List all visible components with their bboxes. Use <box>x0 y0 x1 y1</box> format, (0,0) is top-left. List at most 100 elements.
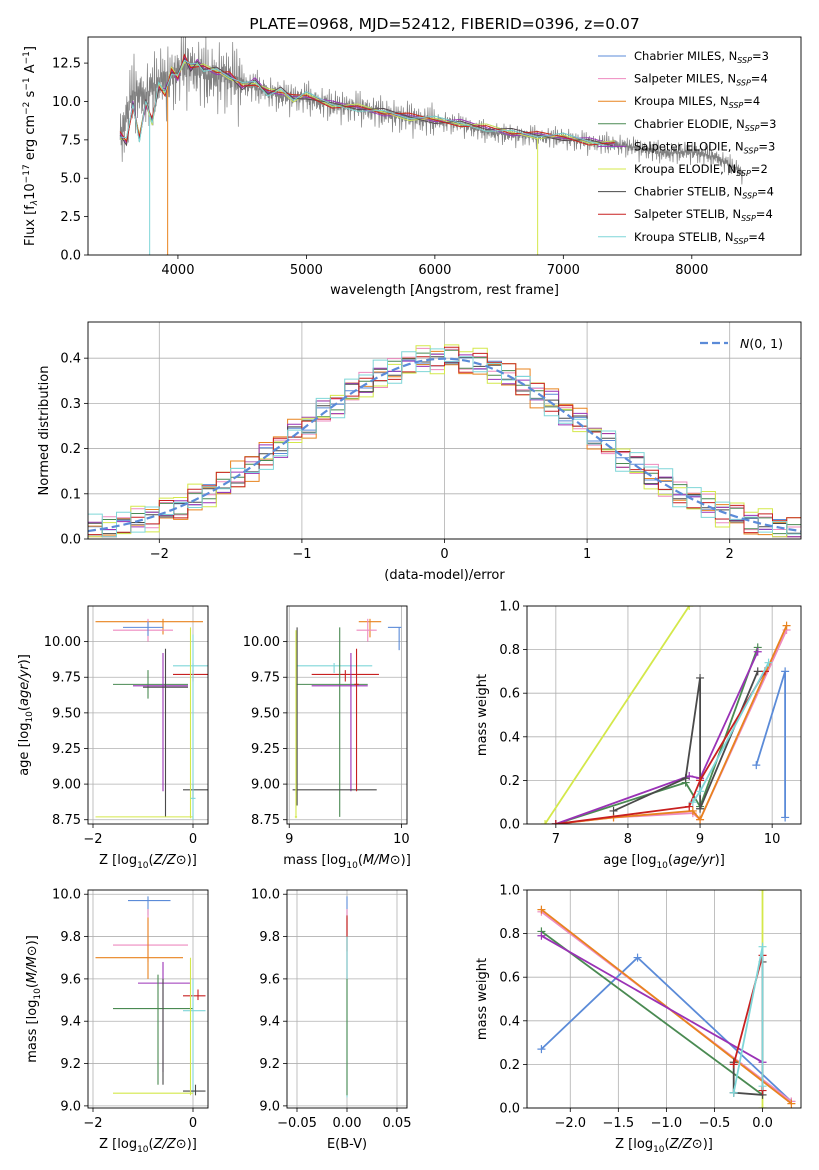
x-tick-label: 0 <box>189 832 197 847</box>
legend-sub: SSP <box>736 169 751 178</box>
y-tick-label: 9.25 <box>251 742 280 757</box>
y-tick-label: 10.00 <box>243 635 280 650</box>
y-axis-label: mass weight <box>475 674 490 756</box>
legend-n: 4 <box>767 185 774 199</box>
plot-area <box>527 606 801 824</box>
legend-entry: N(0, 1) <box>740 336 783 351</box>
label-part: ( <box>149 853 154 868</box>
weight-marker <box>781 667 790 676</box>
legend-sep: , N <box>718 230 734 244</box>
legend-eq: = <box>748 230 758 244</box>
plot-area <box>527 890 801 1108</box>
y-tick-label: 10.0 <box>52 95 81 110</box>
weight-line-salpeter-stelib <box>555 670 766 824</box>
legend-entry: Chabrier STELIB, NSSP=4 <box>634 185 774 201</box>
y-tick-label: 0.2 <box>499 774 520 789</box>
y-tick-label: 0.6 <box>499 971 520 986</box>
axes-frame <box>87 889 209 1109</box>
legend-entry: Salpeter ELODIE, NSSP=3 <box>634 139 775 155</box>
y-tick-label: 9.2 <box>60 1057 81 1072</box>
axes-frame <box>526 605 802 825</box>
y-tick-label: 0.8 <box>499 927 520 942</box>
plot-area <box>287 606 407 824</box>
errorbar-point <box>356 618 377 642</box>
label-part: age [log <box>17 723 32 776</box>
legend-entry: Kroupa ELODIE, NSSP=2 <box>634 162 768 178</box>
x-tick-label: 2 <box>726 547 734 562</box>
y-label-part: erg cm <box>23 115 38 164</box>
plot-marks <box>119 37 744 255</box>
label-italic: Z/Z⊙ <box>153 1137 187 1152</box>
x-tick-label: 5000 <box>290 263 323 278</box>
y-tick-label: 9.50 <box>251 706 280 721</box>
x-tick-label: 0.05 <box>383 1116 412 1131</box>
y-label-part: −2 <box>22 102 32 115</box>
weight-marker <box>537 905 546 914</box>
y-tick-label: 8.75 <box>52 813 81 828</box>
weight-marker <box>685 606 694 610</box>
y-tick-label: 0.0 <box>499 1102 520 1117</box>
legend-eq: = <box>743 94 753 108</box>
legend-model: Salpeter STELIB <box>634 207 725 221</box>
label-sub: 10 <box>346 861 358 871</box>
x-tick-label: 10 <box>764 832 781 847</box>
label-sub: 10 <box>137 1145 149 1155</box>
y-tick-label: 2.5 <box>60 210 81 225</box>
plot-marks <box>95 618 208 820</box>
weight-marker <box>696 804 705 813</box>
legend-model: Salpeter ELODIE <box>634 139 728 153</box>
x-tick-label: −2 <box>150 547 169 562</box>
y-tick-label: 0.0 <box>499 818 520 833</box>
y-tick-label: 0.3 <box>60 397 81 412</box>
label-part: ( <box>665 1137 670 1152</box>
x-axis-label: Z [log10(Z/Z⊙)] <box>99 853 197 871</box>
axes-weight_vs_age: 7 8 9 10 0.0 0.2 0.4 0.6 0.8 1.0 mass weight age [l… <box>475 600 802 871</box>
y-tick-label: 9.4 <box>60 1015 81 1030</box>
label-part: )] <box>715 853 725 868</box>
legend-sub: SSP <box>736 79 751 88</box>
legend-sep: , N <box>721 49 737 63</box>
weight-marker <box>609 806 618 815</box>
errorbar-point <box>358 618 382 638</box>
y-tick-label: 0.4 <box>60 352 81 367</box>
errorbar-point <box>190 634 196 820</box>
axes-frame <box>87 321 802 540</box>
label-italic: Z/Z⊙ <box>669 1137 703 1152</box>
x-tick-label: −2.0 <box>554 1116 586 1131</box>
legend-eq: = <box>751 72 761 86</box>
label-part: )] <box>17 654 32 664</box>
x-tick-label: 0.00 <box>333 1116 362 1131</box>
weight-marker <box>753 647 762 656</box>
y-tick-label: 9.4 <box>259 1015 280 1030</box>
legend-entry: Salpeter STELIB, NSSP=4 <box>634 207 773 223</box>
x-tick-label: 1 <box>583 547 591 562</box>
y-tick-label: 9.00 <box>251 778 280 793</box>
errorbar-point <box>183 1084 206 1096</box>
normal-curve <box>88 357 801 533</box>
label-sub: 10 <box>33 988 43 1000</box>
legend-model: Salpeter MILES <box>634 72 720 86</box>
y-tick-label: 10.00 <box>44 635 81 650</box>
model-line-kroupa-stelib <box>120 59 615 149</box>
y-tick-label: 8.75 <box>251 813 280 828</box>
legend-eq: = <box>756 207 766 221</box>
legend-n: 3 <box>768 139 775 153</box>
y-tick-label: 9.8 <box>60 930 81 945</box>
y-axis-label: mass [log10(M/M⊙)] <box>25 935 43 1063</box>
x-axis-label: age [log10(age/yr)] <box>603 853 725 871</box>
label-part: ( <box>149 1137 154 1152</box>
y-tick-label: 0.0 <box>60 533 81 548</box>
x-axis-label: mass [log10(M/M⊙)] <box>283 853 411 871</box>
legend-sub: SSP <box>745 124 760 133</box>
x-axis-label: Z [log10(Z/Z⊙)] <box>99 1137 197 1155</box>
label-part: mass [log <box>283 853 346 868</box>
y-label-part: 10 <box>23 183 38 200</box>
x-tick-label: 0.0 <box>752 1116 773 1131</box>
label-part: age [log <box>603 853 656 868</box>
weight-marker <box>729 1060 738 1069</box>
y-tick-label: 0.2 <box>60 442 81 457</box>
x-axis-label: E(B-V) <box>327 1137 367 1152</box>
legend-model: Chabrier MILES <box>634 49 721 63</box>
